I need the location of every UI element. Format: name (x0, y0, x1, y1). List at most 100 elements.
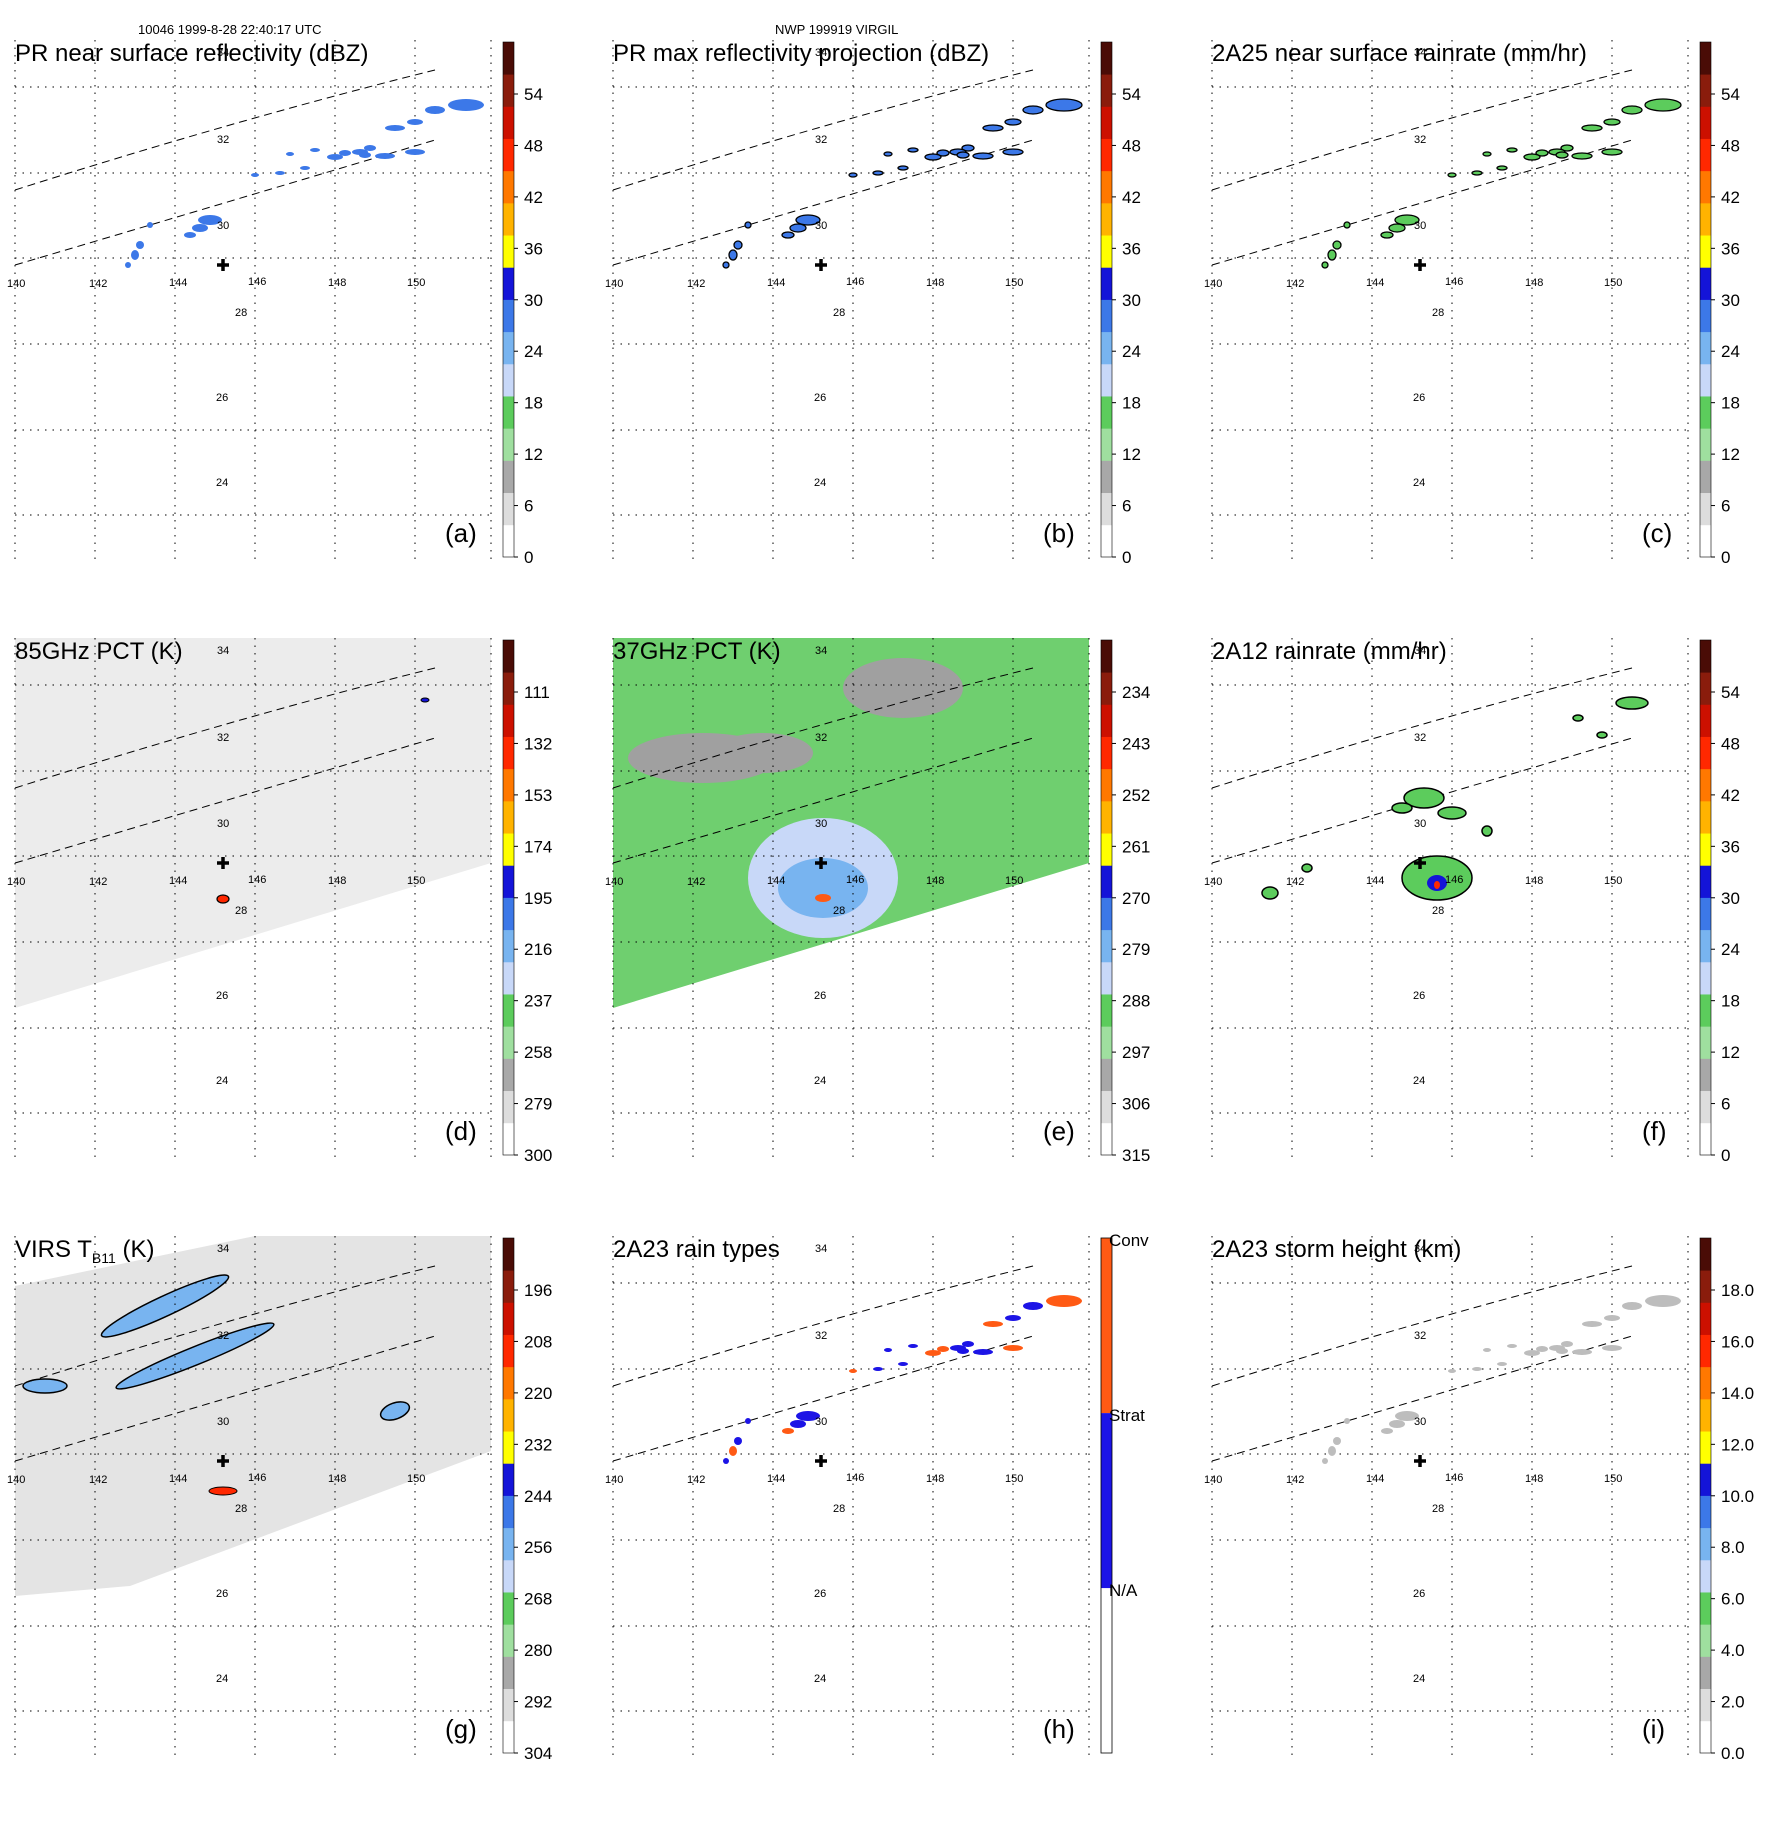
swath-edge-south (612, 737, 1034, 864)
colorbar-tick-label: 315 (1122, 1146, 1150, 1165)
colorbar-segment (1700, 640, 1711, 673)
rain-cell (1448, 1369, 1456, 1373)
colorbar-tick-label: 30 (524, 291, 543, 310)
rain-cell (908, 1344, 918, 1348)
rain-cell (1388, 223, 1406, 233)
lon-label: 142 (687, 278, 705, 290)
colorbar-tick-label: 279 (524, 1095, 552, 1114)
rain-cell (1389, 1420, 1405, 1428)
rain-cell (1003, 1345, 1023, 1351)
rain-cell (1046, 1295, 1082, 1307)
rain-cell (848, 172, 858, 178)
colorbar-segment (503, 961, 514, 995)
lat-label: 32 (1414, 732, 1426, 744)
rain-cell (1002, 148, 1024, 156)
lat-label: 24 (814, 1673, 826, 1685)
lon-label: 146 (846, 276, 864, 288)
lon-label: 148 (1525, 277, 1543, 289)
colorbar-segment (1700, 106, 1711, 139)
colorbar-frame (1100, 1237, 1113, 1754)
colorbar-segment (503, 640, 514, 673)
eye-core (778, 858, 868, 918)
lat-label: 26 (216, 990, 228, 1002)
panel-letter: (i) (1642, 1714, 1666, 1744)
lon-label: 144 (1366, 1473, 1384, 1485)
rain-cell (286, 152, 294, 156)
colorbar-segment (1700, 994, 1711, 1027)
lon-label: 142 (687, 876, 705, 888)
rain-cell (745, 1418, 751, 1424)
colorbar-tick-label: 30 (1122, 291, 1141, 310)
rain-cell (1261, 886, 1279, 900)
colorbar-tick-label: 12 (1721, 445, 1740, 464)
colorbar-segment (1700, 961, 1711, 995)
colorbar-segment (1101, 428, 1112, 461)
rain-cell (789, 223, 807, 233)
colorbar-tick-label: 196 (524, 1281, 552, 1300)
colorbar-tick-label: 6 (1721, 497, 1730, 516)
colorbar-segment (1101, 1122, 1112, 1156)
panel-g: 140 142 144 146 148 150 34 32 30 28 26 24 196 208 220 2… (7, 1236, 605, 1826)
lat-label: 34 (1414, 47, 1426, 59)
rain-cell (956, 151, 970, 159)
storm-center-marker (815, 259, 827, 271)
swath-edge-south (1211, 1335, 1633, 1462)
rain-cell (723, 1458, 729, 1464)
colorbar-segment (1700, 267, 1711, 300)
colorbar: 54 48 42 36 30 24 18 12 6 0 (502, 41, 543, 567)
colorbar-segment (1700, 460, 1711, 494)
panel-map: 140 142 144 146 148 1503432302826241111321531… (7, 638, 552, 1165)
rain-cell (1395, 1411, 1419, 1421)
colorbar-segment (1700, 1592, 1711, 1625)
colorbar-tick-label: 306 (1122, 1095, 1150, 1114)
colorbar-segment (1101, 363, 1112, 397)
panel-letter: (c) (1642, 518, 1673, 548)
colorbar-tick-label: 195 (524, 889, 552, 908)
colorbar-tick-label: 6 (524, 497, 533, 516)
rain-cell (131, 250, 139, 260)
rain-cell (385, 125, 405, 131)
lat-label: 34 (815, 47, 827, 59)
eyewall-max (216, 894, 230, 904)
swath-area (15, 1236, 491, 1596)
rain-cell (192, 224, 208, 232)
lat-label: 28 (833, 905, 845, 917)
lon-label: 144 (767, 875, 785, 887)
rain-cell (375, 153, 395, 159)
colorbar-tick-label: 18 (1721, 394, 1740, 413)
rain-cell (1005, 1315, 1021, 1321)
swath-edge-north (14, 1265, 436, 1387)
rain-cell (1555, 151, 1569, 159)
cell (420, 697, 430, 703)
rain-cell (1004, 118, 1022, 126)
rain-cell (147, 222, 153, 228)
colorbar-segment (1101, 1090, 1112, 1124)
colorbar-tick-label: 42 (1122, 188, 1141, 207)
panel-title: 2A23 storm height (km) (1212, 1236, 1462, 1263)
rain-cell (1328, 1446, 1336, 1456)
colorbar-tick-label: 297 (1122, 1043, 1150, 1062)
rain-cell (925, 1350, 941, 1356)
colorbar-segment (1700, 299, 1711, 333)
colorbar-segment (503, 833, 514, 866)
colorbar-segment (503, 704, 514, 737)
colorbar-tick-label: 268 (524, 1590, 552, 1609)
lat-label: 32 (1414, 1330, 1426, 1342)
rain-cell (937, 1346, 949, 1352)
colorbar-tick-label: 304 (524, 1744, 552, 1763)
panel-title: PR max reflectivity projection (dBZ) (613, 40, 990, 67)
colorbar-tick-label: 220 (524, 1384, 552, 1403)
colorbar-tick-label: 111 (524, 683, 550, 702)
colorbar-tick-label: 216 (524, 940, 552, 959)
colorbar-tick-label: 36 (1122, 239, 1141, 258)
rain-cell (1321, 261, 1329, 269)
panel-map: 140 142 144 146 148 1503432302826242342432522… (605, 638, 1150, 1165)
colorbar-tick-label: 8.0 (1721, 1538, 1745, 1557)
rain-cell (734, 1437, 742, 1445)
rain-cell (1481, 825, 1493, 837)
colorbar-segment (503, 1058, 514, 1092)
lon-label: 144 (169, 875, 187, 887)
lon-label: 140 (1204, 278, 1222, 290)
lat-label: 30 (1414, 818, 1426, 830)
panel-title-subscript: B11 (91, 1249, 116, 1266)
